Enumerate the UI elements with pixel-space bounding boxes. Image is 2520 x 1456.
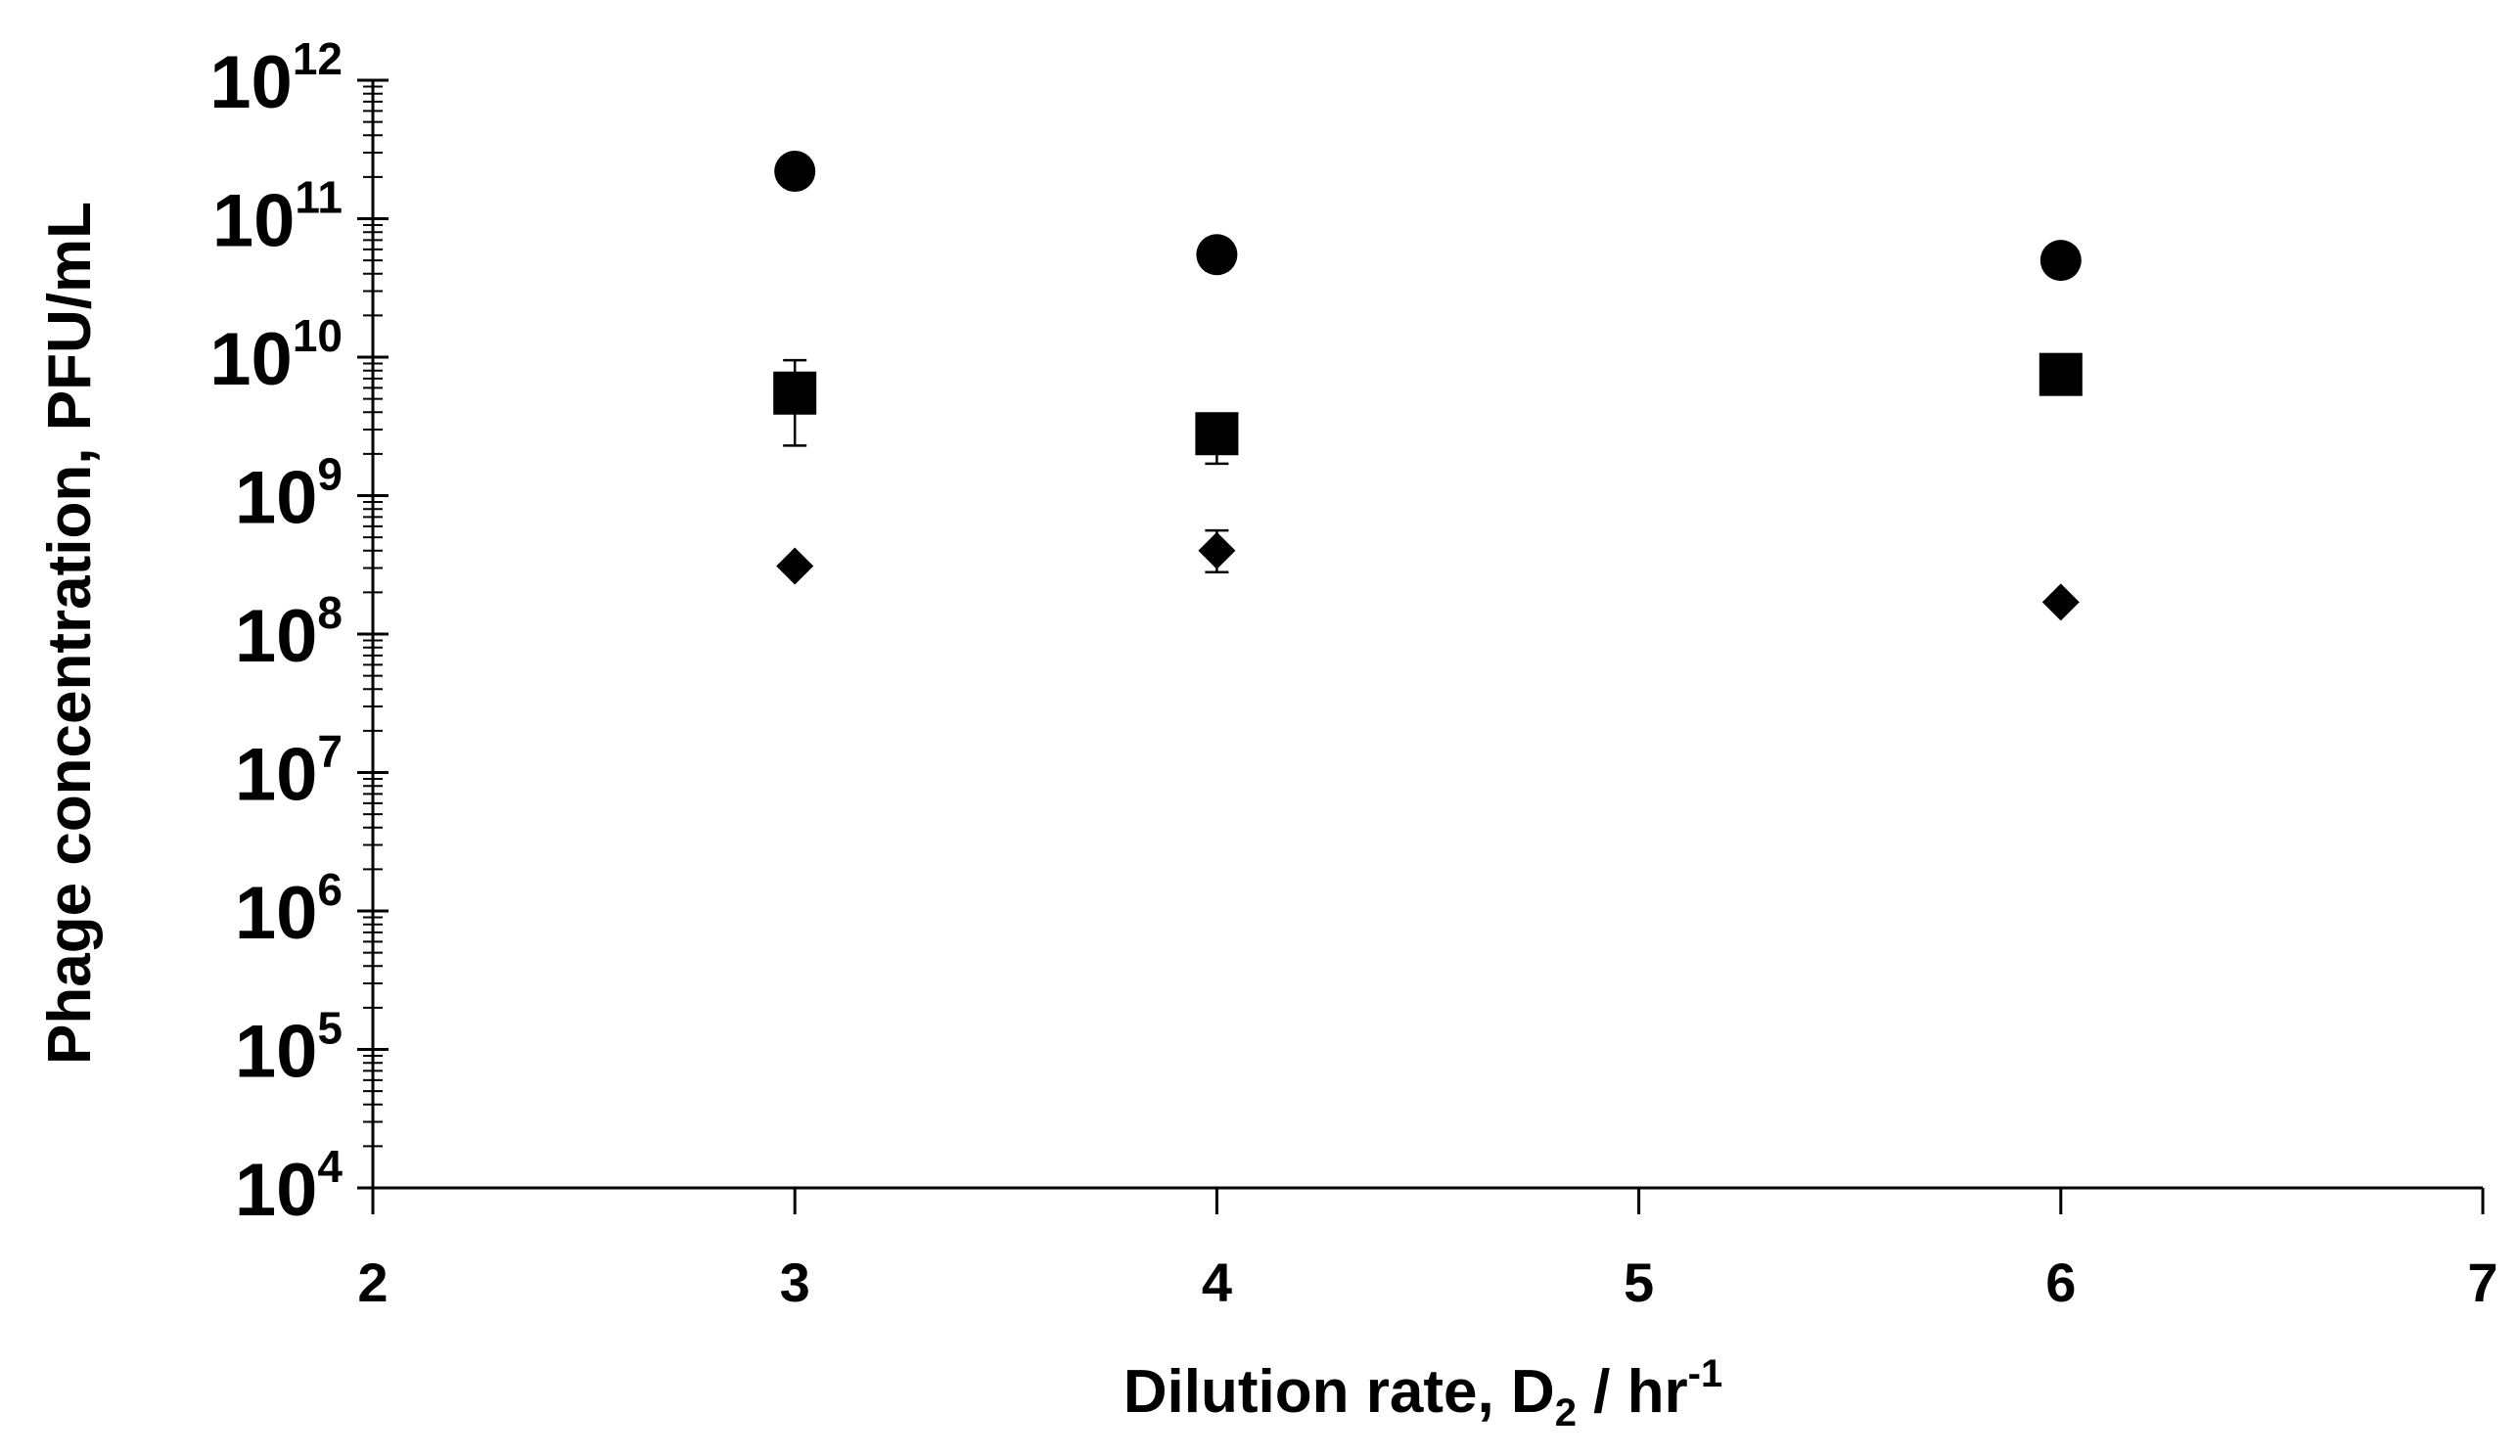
data-points	[773, 151, 2083, 621]
x-axis-title-unit: / hr	[1577, 1358, 1688, 1426]
x-tick-label: 5	[1624, 1251, 1654, 1313]
x-tick-label: 2	[357, 1251, 388, 1313]
y-axis-title: Phage concentration, PFU/mL	[36, 202, 104, 1065]
y-tick-label: 1011	[212, 172, 343, 263]
x-axis-title-main: Dilution rate, D	[1123, 1358, 1555, 1426]
x-axis-title-superscript: -1	[1688, 1352, 1723, 1395]
x-tick-label: 4	[1202, 1251, 1232, 1313]
x-tick-labels: 2 3 4 5 6 7	[357, 1251, 2497, 1313]
diamond-marker	[2041, 583, 2080, 621]
y-tick-label: 108	[235, 587, 343, 678]
y-tick-label: 105	[235, 1003, 343, 1094]
y-tick-label: 106	[235, 864, 343, 955]
axes	[357, 78, 2485, 1214]
x-tick-label: 7	[2467, 1251, 2497, 1313]
y-tick-label: 1012	[209, 33, 343, 124]
circle-marker	[1196, 234, 1238, 276]
x-axis-title-subscript: 2	[1555, 1391, 1577, 1434]
diamond-marker	[1198, 531, 1236, 569]
y-tick-label: 107	[235, 726, 343, 817]
square-marker	[2039, 352, 2083, 396]
y-tick-label: 1010	[209, 310, 343, 401]
circle-marker	[2039, 240, 2082, 282]
y-tick-label: 109	[235, 449, 343, 540]
circle-marker	[774, 151, 816, 193]
x-tick-label: 6	[2045, 1251, 2076, 1313]
diamond-marker	[776, 547, 814, 585]
x-tick-label: 3	[780, 1251, 810, 1313]
square-marker	[773, 371, 817, 415]
y-tick-label: 104	[235, 1141, 344, 1232]
x-axis-title: Dilution rate, D2 / hr-1	[1123, 1352, 1722, 1434]
square-marker	[1195, 412, 1239, 456]
y-tick-labels: 104 105 106 107 108 109 1010 1011 1012	[209, 33, 343, 1232]
